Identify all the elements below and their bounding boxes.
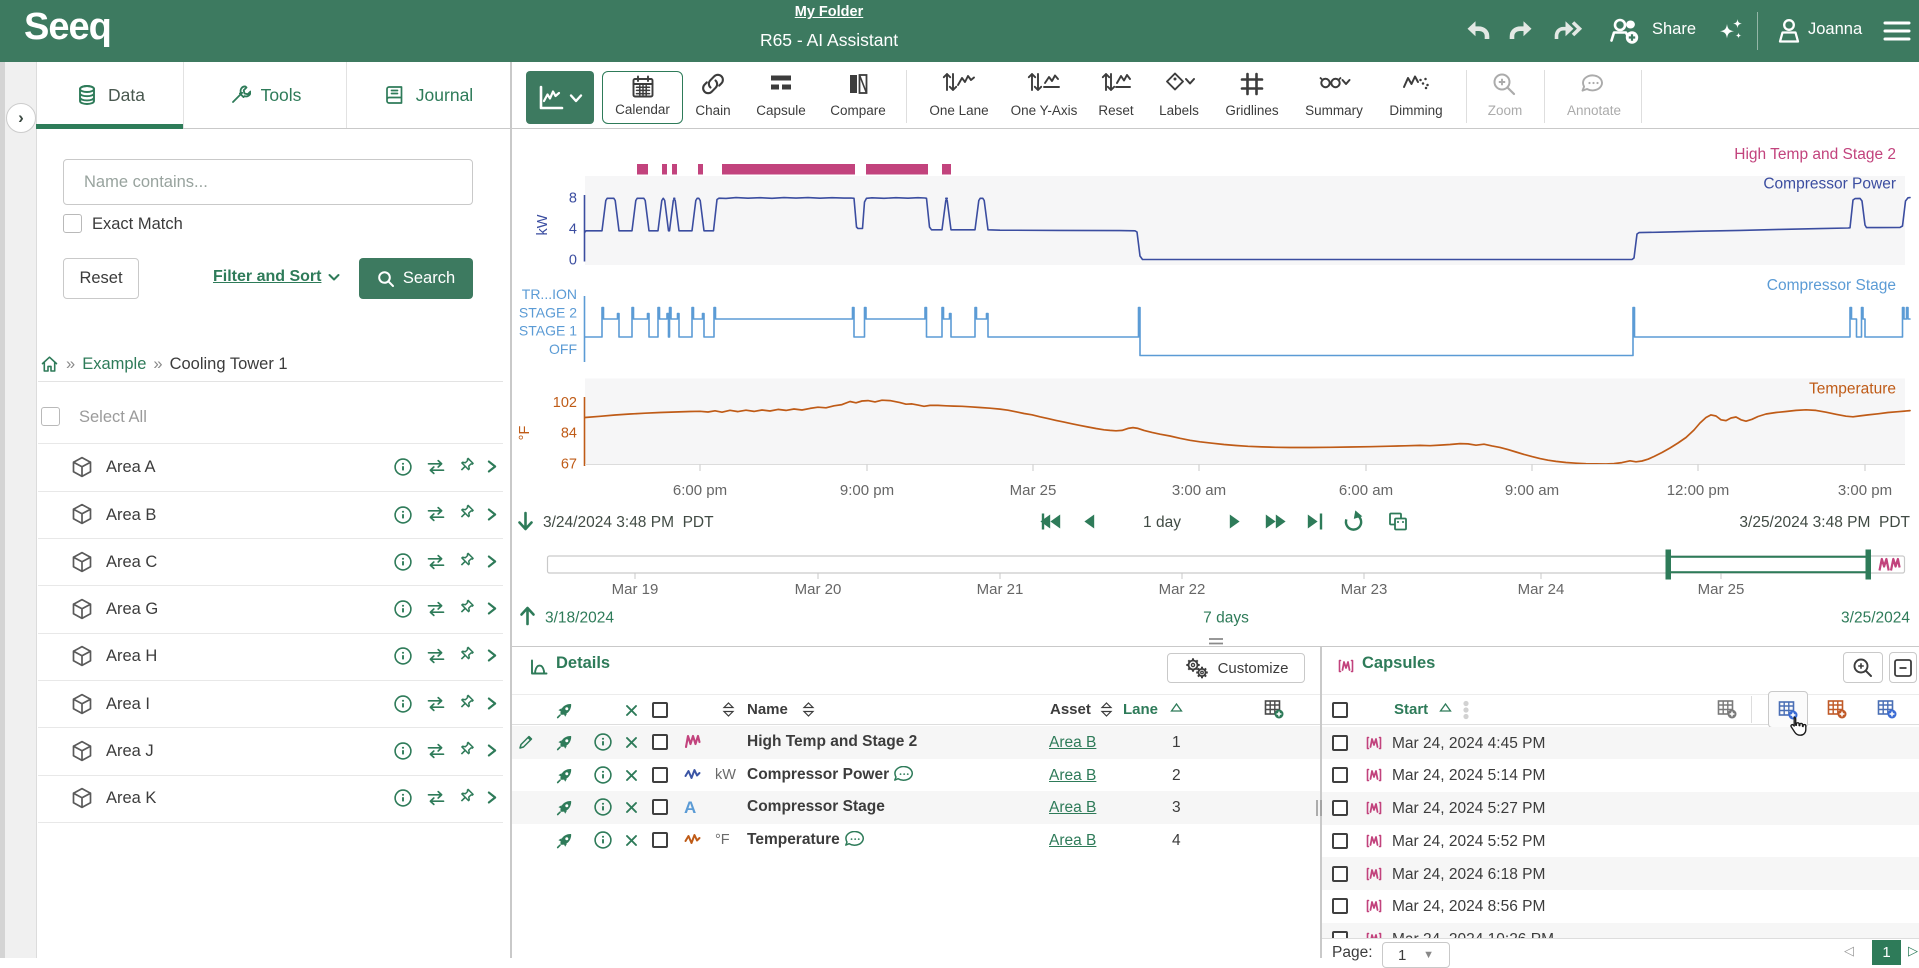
svg-text:6:00 am: 6:00 am <box>1339 482 1393 499</box>
svg-text:9:00 pm: 9:00 pm <box>840 482 894 499</box>
svg-text:6:00 pm: 6:00 pm <box>673 482 727 499</box>
svg-text:Mar 21: Mar 21 <box>977 581 1024 598</box>
svg-text:°F: °F <box>517 426 533 441</box>
svg-text:84: 84 <box>561 425 577 441</box>
svg-text:0: 0 <box>569 253 577 269</box>
svg-text:Mar 22: Mar 22 <box>1159 581 1206 598</box>
svg-text:7 days: 7 days <box>1203 610 1249 627</box>
svg-text:1 day: 1 day <box>1143 514 1181 531</box>
svg-text:Mar 19: Mar 19 <box>612 581 659 598</box>
svg-text:12:00 pm: 12:00 pm <box>1667 482 1730 499</box>
svg-text:Compressor Stage: Compressor Stage <box>1767 277 1896 294</box>
svg-text:STAGE 2: STAGE 2 <box>519 304 577 320</box>
svg-text:OFF: OFF <box>549 341 577 357</box>
svg-text:kW: kW <box>535 214 551 235</box>
svg-text:3:00 pm: 3:00 pm <box>1838 482 1892 499</box>
svg-text:STAGE 1: STAGE 1 <box>519 323 577 339</box>
svg-text:Mar 25: Mar 25 <box>1010 482 1057 499</box>
svg-text:Temperature: Temperature <box>1809 381 1896 398</box>
svg-text:Mar 25: Mar 25 <box>1698 581 1745 598</box>
svg-text:4: 4 <box>569 222 577 238</box>
svg-text:High Temp and Stage 2: High Temp and Stage 2 <box>1734 146 1896 163</box>
svg-text:Mar 20: Mar 20 <box>795 581 842 598</box>
svg-text:Mar 24: Mar 24 <box>1518 581 1565 598</box>
svg-text:102: 102 <box>553 395 577 411</box>
svg-text:3/25/2024 3:48 PM PDT: 3/25/2024 3:48 PM PDT <box>1739 514 1910 531</box>
svg-text:3/18/2024: 3/18/2024 <box>545 610 614 627</box>
svg-text:TR...ION: TR...ION <box>522 286 577 302</box>
svg-text:Mar 23: Mar 23 <box>1341 581 1388 598</box>
svg-text:67: 67 <box>561 457 577 473</box>
svg-text:8: 8 <box>569 191 577 207</box>
svg-text:9:00 am: 9:00 am <box>1505 482 1559 499</box>
svg-text:3:00 am: 3:00 am <box>1172 482 1226 499</box>
svg-text:Compressor Power: Compressor Power <box>1763 176 1896 193</box>
svg-text:3/24/2024 3:48 PM PDT: 3/24/2024 3:48 PM PDT <box>543 514 714 531</box>
svg-text:3/25/2024: 3/25/2024 <box>1841 610 1910 627</box>
